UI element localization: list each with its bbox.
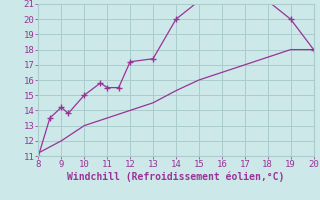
X-axis label: Windchill (Refroidissement éolien,°C): Windchill (Refroidissement éolien,°C) (67, 172, 285, 182)
